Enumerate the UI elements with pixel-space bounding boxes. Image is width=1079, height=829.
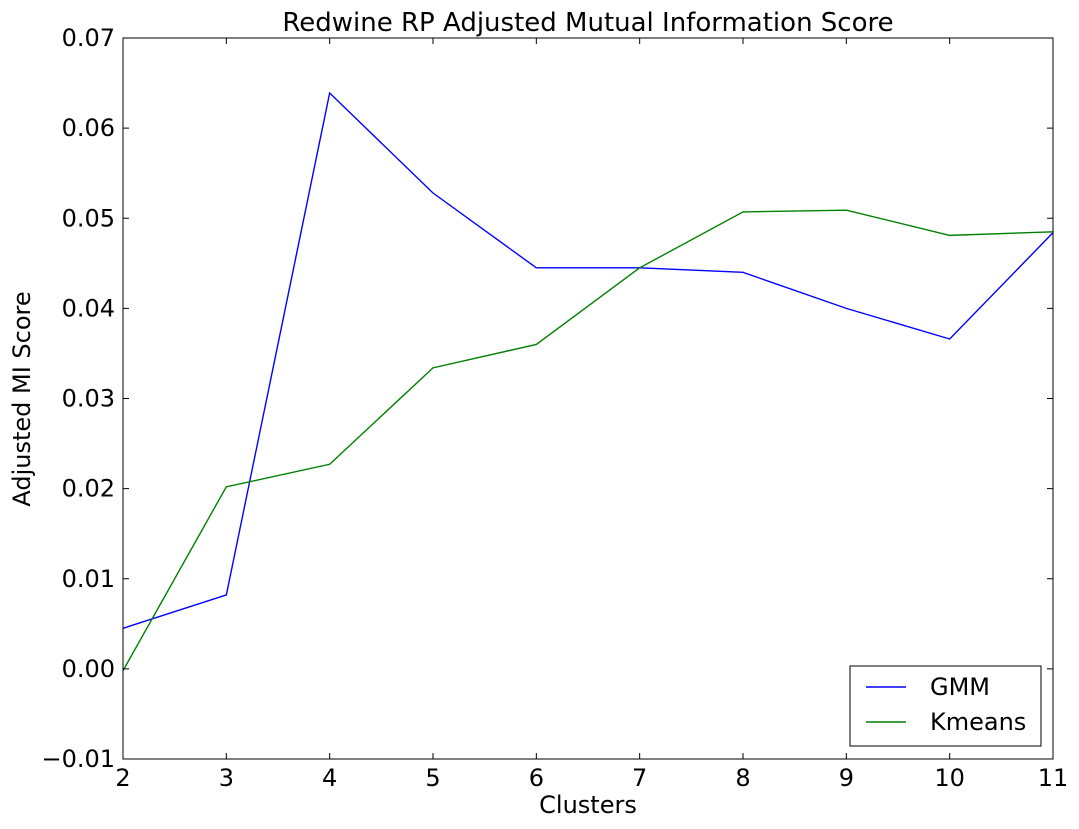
x-axis-label: Clusters	[539, 791, 637, 819]
series-line-kmeans	[122, 209, 1054, 672]
y-tick-label: 0.05	[62, 204, 115, 232]
chart-title: Redwine RP Adjusted Mutual Information S…	[282, 8, 893, 38]
y-tick-label: 0.00	[62, 655, 115, 683]
legend: GMM Kmeans	[849, 665, 1042, 747]
x-axis-ticks: 2 3 4 5 6 7 8 9 10 11	[115, 38, 1068, 792]
x-tick-label: 5	[425, 764, 440, 792]
y-tick-label: 0.01	[62, 565, 115, 593]
x-tick-label: 3	[219, 764, 234, 792]
x-tick-label: 9	[839, 764, 854, 792]
y-tick-label: 0.06	[62, 114, 115, 142]
y-tick-label: 0.03	[62, 385, 115, 413]
y-axis-ticks: −0.01 0.00 0.01 0.02 0.03 0.04 0.05 0.06 0.07	[41, 24, 1053, 773]
legend-label-gmm: GMM	[930, 673, 990, 701]
y-tick-label: 0.07	[62, 24, 115, 52]
y-tick-label: 0.02	[62, 475, 115, 503]
x-tick-label: 10	[934, 764, 965, 792]
plot-frame	[122, 37, 1054, 760]
series-line-gmm	[122, 91, 1054, 629]
x-tick-label: 11	[1038, 764, 1069, 792]
x-tick-label: 2	[115, 764, 130, 792]
x-tick-label: 6	[529, 764, 544, 792]
y-axis-label: Adjusted MI Score	[8, 291, 36, 506]
x-tick-label: 7	[632, 764, 647, 792]
x-tick-label: 4	[322, 764, 337, 792]
plot-series	[122, 91, 1054, 672]
x-tick-label: 8	[735, 764, 750, 792]
legend-box	[849, 665, 1042, 747]
y-tick-label: 0.04	[62, 294, 115, 322]
y-tick-label: −0.01	[41, 745, 115, 773]
legend-label-kmeans: Kmeans	[930, 708, 1026, 736]
